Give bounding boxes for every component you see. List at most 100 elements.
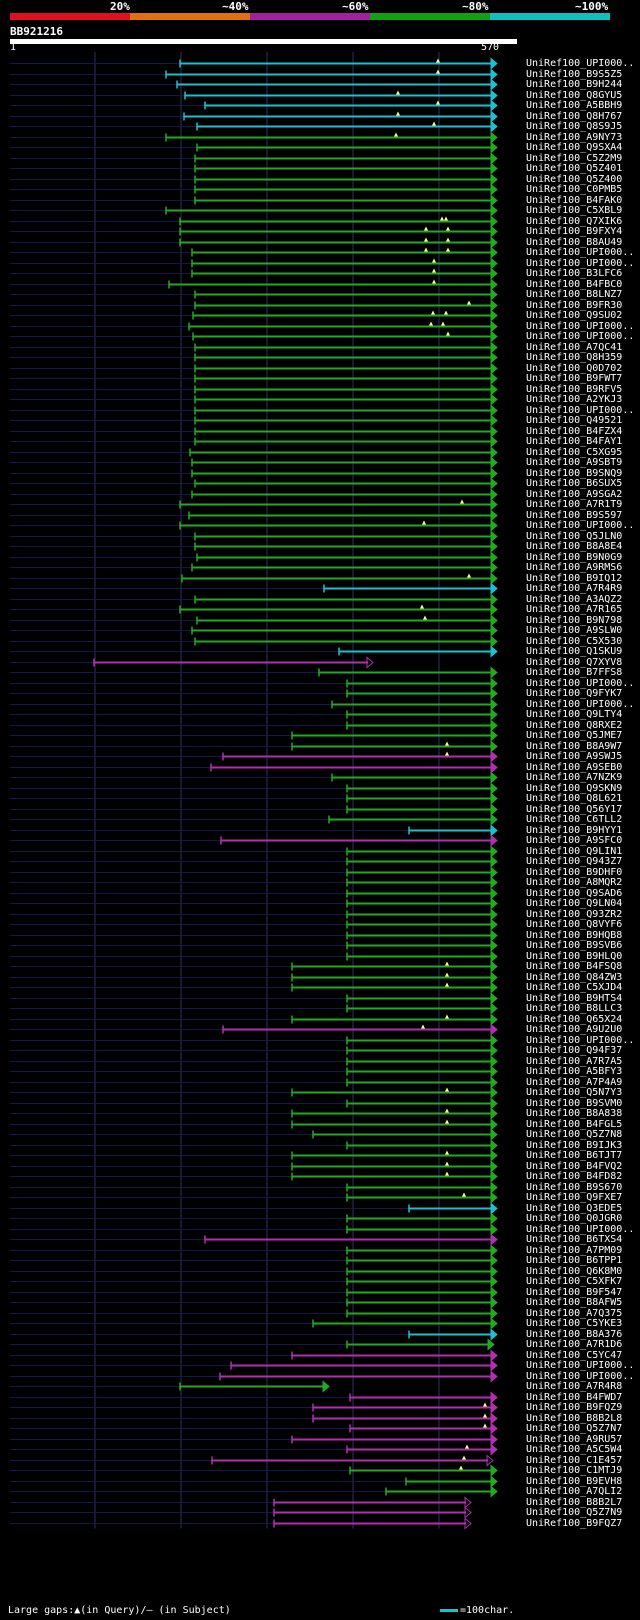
hit-label-link[interactable]: UniRef100_A5BBH9 [526,99,623,111]
hit-label-link[interactable]: UniRef100_Q9LN04 [526,897,623,909]
hit-label-link[interactable]: UniRef100_A7R7A5 [526,1055,623,1067]
hit-row[interactable] [10,1475,498,1488]
hit-row[interactable] [10,572,498,585]
hit-row[interactable] [10,425,498,438]
hit-label-link[interactable]: UniRef100_A9RU57 [526,1433,623,1445]
hit-row[interactable] [10,99,498,112]
hit-label-link[interactable]: UniRef100_UPI000.. [526,677,635,689]
hit-label-link[interactable]: UniRef100_A7R165 [526,603,623,615]
hit-label-link[interactable]: UniRef100_Q8L621 [526,792,623,804]
hit-label-link[interactable]: UniRef100_A7NZK9 [526,771,623,783]
hit-label-link[interactable]: UniRef100_B4FGL5 [526,1118,623,1130]
hit-label-link[interactable]: UniRef100_C5XJD4 [526,981,623,993]
hit-row[interactable] [10,1317,498,1330]
hit-label-link[interactable]: UniRef100_B4FAY1 [526,435,623,447]
hit-row[interactable] [10,309,498,322]
hit-row[interactable] [10,1149,498,1162]
hit-label-link[interactable]: UniRef100_UPI000.. [526,1370,635,1382]
hit-label-link[interactable]: UniRef100_B4FWD7 [526,1391,623,1403]
hit-row[interactable] [10,498,498,511]
hit-row[interactable] [10,236,498,249]
hit-row[interactable] [10,908,498,921]
hit-label-link[interactable]: UniRef100_B9F547 [526,1286,623,1298]
hit-row[interactable] [10,435,498,448]
hit-row[interactable] [10,519,498,532]
hit-row[interactable] [10,614,498,627]
hit-row[interactable] [10,939,498,952]
hit-label-link[interactable]: UniRef100_Q1SKU9 [526,645,623,657]
hit-row[interactable] [10,1118,498,1131]
hit-row[interactable] [10,1170,498,1183]
hit-label-link[interactable]: UniRef100_B9FQZ9 [526,1401,623,1413]
hit-label-link[interactable]: UniRef100_A9NY73 [526,131,623,143]
hit-row[interactable] [10,1023,498,1036]
hit-row[interactable] [10,981,498,994]
hit-row[interactable] [10,561,498,574]
hit-row[interactable] [10,887,498,900]
hit-row[interactable] [10,1034,498,1047]
hit-label-link[interactable]: UniRef100_B9SVM0 [526,1097,623,1109]
hit-row[interactable] [10,1380,330,1393]
hit-label-link[interactable]: UniRef100_B4FBC0 [526,278,623,290]
hit-label-link[interactable]: UniRef100_UPI000.. [526,1359,635,1371]
hit-row[interactable] [10,383,498,396]
hit-label-link[interactable]: UniRef100_C5XG95 [526,446,623,458]
hit-row[interactable] [10,225,498,238]
hit-label-link[interactable]: UniRef100_B9IQ12 [526,572,623,584]
hit-row[interactable] [10,530,498,543]
hit-row[interactable] [10,540,498,553]
hit-label-link[interactable]: UniRef100_Q8S9J5 [526,120,623,132]
hit-label-link[interactable]: UniRef100_Q49521 [526,414,623,426]
hit-row[interactable] [10,855,498,868]
hit-row[interactable] [10,876,498,889]
hit-row[interactable] [10,1412,498,1425]
hit-label-link[interactable]: UniRef100_C5XFK7 [526,1275,623,1287]
hit-row[interactable] [10,1391,498,1404]
hit-label-link[interactable]: UniRef100_A9SBT9 [526,456,623,468]
hit-label-link[interactable]: UniRef100_UPI000.. [526,519,635,531]
hit-label-link[interactable]: UniRef100_A7P4A9 [526,1076,623,1088]
hit-label-link[interactable]: UniRef100_B9FXY4 [526,225,623,237]
hit-label-link[interactable]: UniRef100_A9SLW0 [526,624,623,636]
hit-label-link[interactable]: UniRef100_A5BFY3 [526,1065,623,1077]
hit-row[interactable] [10,477,498,490]
hit-label-link[interactable]: UniRef100_Q94F37 [526,1044,623,1056]
hit-row[interactable] [10,110,498,123]
hit-row[interactable] [10,299,498,312]
hit-row[interactable] [10,1233,498,1246]
hit-label-link[interactable]: UniRef100_A5C5W4 [526,1443,623,1455]
hit-row[interactable] [10,719,498,732]
hit-row[interactable] [10,1328,498,1341]
hit-row[interactable] [10,1275,498,1288]
hit-label-link[interactable]: UniRef100_C5YC47 [526,1349,623,1361]
hit-label-link[interactable]: UniRef100_B8AFW5 [526,1296,623,1308]
hit-row[interactable] [10,1254,498,1267]
hit-label-link[interactable]: UniRef100_Q9FXE7 [526,1191,623,1203]
hit-label-link[interactable]: UniRef100_A9RMS6 [526,561,623,573]
hit-label-link[interactable]: UniRef100_A7Q375 [526,1307,623,1319]
hit-row[interactable] [10,1013,498,1026]
hit-label-link[interactable]: UniRef100_A8MQR2 [526,876,623,888]
hit-label-link[interactable]: UniRef100_Q8H359 [526,351,623,363]
hit-row[interactable] [10,1496,472,1509]
hit-label-link[interactable]: UniRef100_UPI000.. [526,320,635,332]
hit-label-link[interactable]: UniRef100_B9HLQ0 [526,950,623,962]
hit-row[interactable] [10,698,498,711]
hit-row[interactable] [10,1097,498,1110]
hit-row[interactable] [10,971,498,984]
hit-label-link[interactable]: UniRef100_B9S670 [526,1181,623,1193]
hit-label-link[interactable]: UniRef100_A7R4R8 [526,1380,623,1392]
hit-label-link[interactable]: UniRef100_Q5Z7N9 [526,1506,623,1518]
hit-row[interactable] [10,1181,498,1194]
hit-label-link[interactable]: UniRef100_Q9SU02 [526,309,623,321]
hit-label-link[interactable]: UniRef100_B9EVH8 [526,1475,623,1487]
hit-label-link[interactable]: UniRef100_B8LNZ7 [526,288,623,300]
hit-label-link[interactable]: UniRef100_B3LFC6 [526,267,623,279]
hit-label-link[interactable]: UniRef100_B9DHF0 [526,866,623,878]
hit-label-link[interactable]: UniRef100_UPI000.. [526,330,635,342]
hit-label-link[interactable]: UniRef100_Q8RXE2 [526,719,623,731]
hit-row[interactable] [10,120,498,133]
hit-row[interactable] [10,78,498,91]
hit-row[interactable] [10,509,498,522]
hit-row[interactable] [10,1370,498,1383]
